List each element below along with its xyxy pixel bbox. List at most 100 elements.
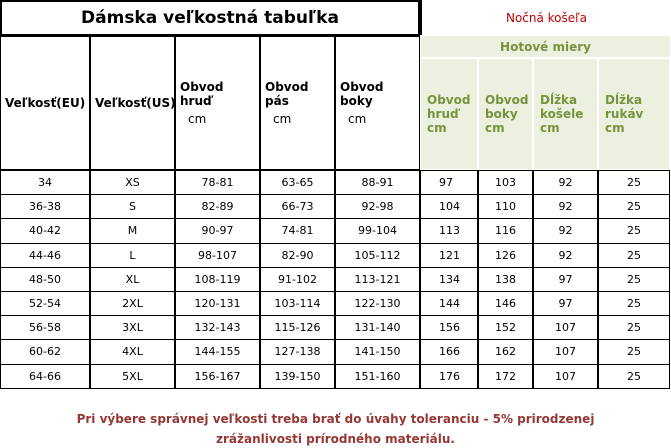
cell-text: Obvod <box>485 93 529 107</box>
cell-text: 176 <box>439 369 460 383</box>
column-header: Veľkosť(EU) <box>0 35 90 171</box>
cell-text: rukáv <box>605 107 644 121</box>
table-cell: 88-91 <box>335 170 420 196</box>
table-cell: 60-62 <box>0 339 90 365</box>
cell-text: 113-121 <box>354 272 401 286</box>
cell-text: 162 <box>495 345 516 359</box>
table-cell: 113 <box>420 218 478 244</box>
table-cell: 5XL <box>90 363 175 389</box>
cell-text: 156 <box>439 321 460 335</box>
table-cell: 97 <box>533 291 598 317</box>
table-cell: 162 <box>478 339 533 365</box>
table-cell: 82-89 <box>175 194 260 220</box>
table-cell: 92 <box>533 170 598 196</box>
cell-text: 138 <box>495 272 516 286</box>
cell-text: 60-62 <box>29 345 61 359</box>
column-header: Obvod hruď cm <box>175 35 260 171</box>
table-cell: 151-160 <box>335 363 420 389</box>
cell-text: 66-73 <box>281 200 314 214</box>
cell-text: 2XL <box>122 297 143 311</box>
table-cell: 82-90 <box>260 242 335 268</box>
cell-text: 115-126 <box>274 321 321 335</box>
cell-text: Dĺžka <box>540 93 578 107</box>
cell-text: 40-42 <box>29 224 61 238</box>
cell-text: 34 <box>38 176 52 190</box>
table-cell: 116 <box>478 218 533 244</box>
table-cell: 152 <box>478 315 533 341</box>
cell-text: 74-81 <box>281 224 314 238</box>
table-title: Dámska veľkostná tabuľka <box>0 0 420 36</box>
table-cell: 25 <box>598 363 670 389</box>
cell-text: 122-130 <box>354 297 401 311</box>
cell-text: 172 <box>495 369 516 383</box>
table-cell: 146 <box>478 291 533 317</box>
cell-text: 63-65 <box>281 176 314 190</box>
table-cell: 132-143 <box>175 315 260 341</box>
table-cell: 99-104 <box>335 218 420 244</box>
table-cell: 90-97 <box>175 218 260 244</box>
table-cell: 138 <box>478 266 533 292</box>
cell-text: 25 <box>627 321 641 335</box>
cell-text: 90-97 <box>201 224 234 238</box>
cell-text: 131-140 <box>354 321 401 335</box>
table-cell: 25 <box>598 315 670 341</box>
cell-text: cm <box>605 121 625 135</box>
cell-text: hruď <box>427 107 459 121</box>
cell-text: 107 <box>555 345 576 359</box>
column-header: Dĺžka košele cm <box>533 58 598 170</box>
table-cell: 166 <box>420 339 478 365</box>
cell-text: 92 <box>558 200 573 214</box>
table-cell: 115-126 <box>260 315 335 341</box>
cell-text: 107 <box>555 321 576 335</box>
table-cell: 34 <box>0 170 90 196</box>
table-cell: 64-66 <box>0 363 90 389</box>
table-cell: 92-98 <box>335 194 420 220</box>
cell-text: 127-138 <box>274 345 321 359</box>
table-cell: 105-112 <box>335 242 420 268</box>
cell-text: 48-50 <box>29 272 61 286</box>
cell-text: 64-66 <box>29 369 61 383</box>
cell-text: 104 <box>439 200 460 214</box>
table-cell: 103 <box>478 170 533 196</box>
cell-text: M <box>127 224 138 238</box>
table-cell: XS <box>90 170 175 196</box>
table-cell: 139-150 <box>260 363 335 389</box>
table-cell: 107 <box>533 339 598 365</box>
table-cell: 141-150 <box>335 339 420 365</box>
cell-text: cm <box>485 121 505 135</box>
table-cell: 25 <box>598 242 670 268</box>
table-cell: 4XL <box>90 339 175 365</box>
cell-text: 25 <box>627 369 641 383</box>
table-cell: L <box>90 242 175 268</box>
table-cell: 48-50 <box>0 266 90 292</box>
table-cell: 66-73 <box>260 194 335 220</box>
cell-text: XL <box>125 272 140 286</box>
table-cell: 63-65 <box>260 170 335 196</box>
cell-text: Hotové miery <box>500 39 591 54</box>
table-cell: 97 <box>420 170 478 196</box>
cell-text: hruď <box>180 94 212 108</box>
cell-text: 56-58 <box>29 321 61 335</box>
cell-text: Obvod <box>340 80 384 94</box>
cell-text: 52-54 <box>29 297 61 311</box>
cell-text: 82-90 <box>281 248 314 262</box>
cell-text: 151-160 <box>354 369 401 383</box>
table-cell: XL <box>90 266 175 292</box>
cell-text: cm <box>273 112 292 126</box>
cell-text: 146 <box>495 297 516 311</box>
table-cell: 103-114 <box>260 291 335 317</box>
footer-note: zrážanlivosti prírodného materiálu. <box>216 432 455 446</box>
cell-text: Dámska veľkostná tabuľka <box>81 8 339 28</box>
table-title: Nočná košeľa <box>420 0 671 35</box>
cell-text: Veľkosť(US) <box>95 96 176 110</box>
table-cell: 25 <box>598 194 670 220</box>
table-cell: 92 <box>533 194 598 220</box>
cell-text: 97 <box>439 176 453 190</box>
cell-text: 25 <box>627 272 641 286</box>
table-cell: 2XL <box>90 291 175 317</box>
table-cell: 25 <box>598 339 670 365</box>
cell-text: 78-81 <box>201 176 234 190</box>
cell-text: boky <box>485 107 518 121</box>
cell-text: L <box>129 248 136 262</box>
cell-text: Obvod <box>265 80 309 94</box>
